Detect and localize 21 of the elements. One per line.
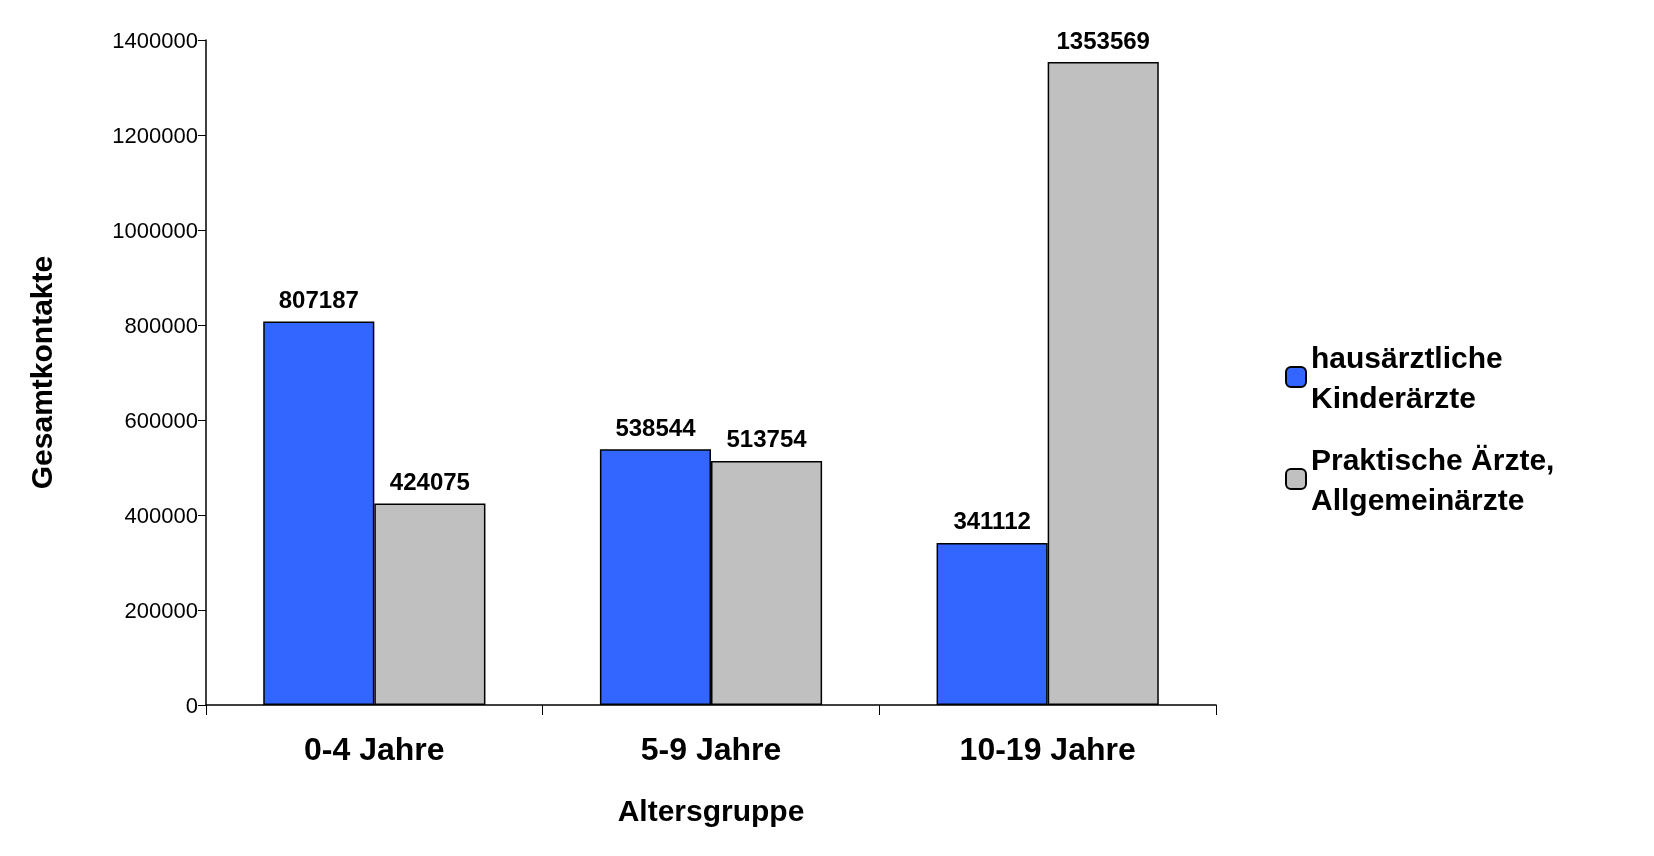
data-label: 513754 <box>726 425 808 453</box>
data-label: 341112 <box>953 507 1031 535</box>
y-tick-label: 1400000 <box>112 27 198 53</box>
y-tick-label: 600000 <box>124 407 198 433</box>
y-tick-label: 1200000 <box>112 122 198 148</box>
y-axis-title: Gesamtkontakte <box>24 255 58 490</box>
x-axis-title: Altersgruppe <box>617 793 805 827</box>
x-tick-label: 5-9 Jahre <box>640 731 782 767</box>
y-tick-label: 400000 <box>124 502 198 528</box>
data-label: 424075 <box>389 468 470 496</box>
y-tick-label: 200000 <box>124 597 198 623</box>
y-tick-label: 1000000 <box>112 217 198 243</box>
data-label: 1353569 <box>1056 26 1150 54</box>
y-tick-label: 0 <box>185 692 198 718</box>
legend-label: Praktische Ärzte, Allgemeinärzte <box>1311 442 1563 516</box>
x-tick-label: 0-4 Jahre <box>304 731 445 767</box>
data-label: 807187 <box>278 286 359 314</box>
legend-label: hausärztliche Kinderärzte <box>1311 340 1512 414</box>
data-label: 538544 <box>615 413 697 441</box>
x-tick-label: 10-19 Jahre <box>959 731 1136 767</box>
y-tick-label: 800000 <box>124 312 198 338</box>
